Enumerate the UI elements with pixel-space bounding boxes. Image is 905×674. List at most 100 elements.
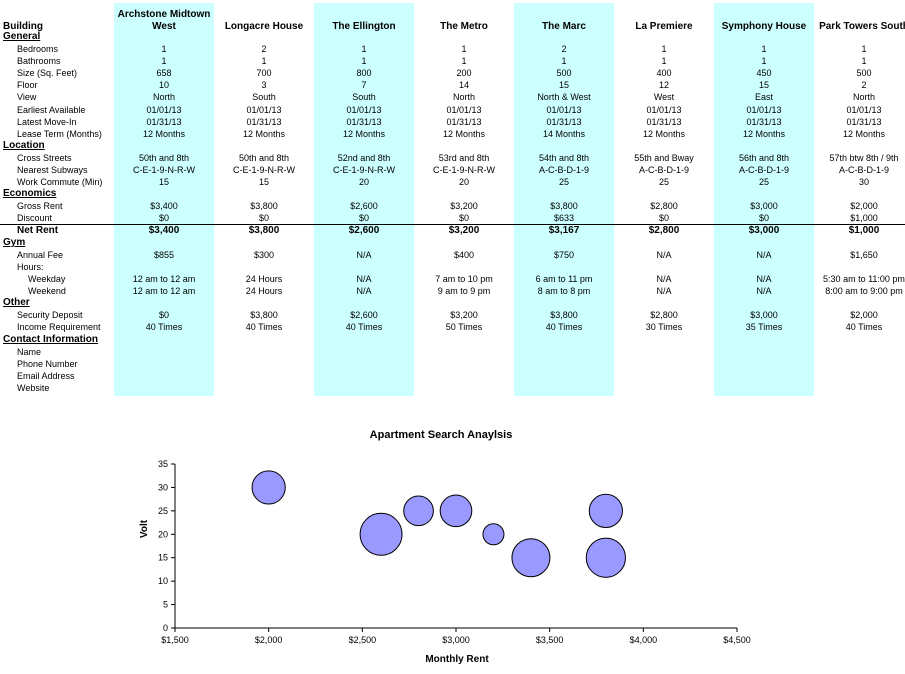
- table-cell: $0: [258, 213, 269, 223]
- table-cell: 24 Hours: [245, 274, 283, 284]
- table-cell: 12: [658, 80, 669, 90]
- table-cell: 9 am to 9 pm: [437, 286, 491, 296]
- table-cell: North: [152, 92, 175, 102]
- table-cell: $3,200: [448, 225, 480, 236]
- table-cell: 15: [558, 80, 569, 90]
- table-cell: 01/31/13: [546, 117, 582, 127]
- table-cell: East: [754, 92, 773, 102]
- table-cell: $400: [453, 250, 475, 260]
- table-cell: $0: [158, 310, 169, 320]
- row-website: Website: [0, 382, 905, 394]
- table-cell: 01/01/13: [146, 105, 182, 115]
- section-heading-contact-information: Contact Information: [0, 334, 905, 346]
- table-cell: 54th and 8th: [538, 153, 590, 163]
- table-cell: N/A: [656, 274, 672, 284]
- corner-label: Building: [3, 21, 43, 32]
- bubble-chart: Apartment Search Anaylsis Monthly Rent V…: [0, 400, 905, 669]
- row-label: Cross Streets: [17, 153, 72, 163]
- header-row: Building Archstone Midtown West Longacre H…: [0, 3, 905, 33]
- table-cell: 50 Times: [445, 322, 483, 332]
- y-tick-label: 35: [158, 459, 168, 469]
- table-cell: $3,800: [550, 201, 578, 211]
- row-work-commute-min: Work Commute (Min) 15 15 20 20 25 25 25 30: [0, 176, 905, 188]
- table-cell: West: [653, 92, 675, 102]
- table-cell: $3,000: [750, 201, 778, 211]
- row-lease-term-months: Lease Term (Months) 12 Months 12 Months 12 …: [0, 128, 905, 140]
- x-tick-label: $3,000: [442, 635, 470, 645]
- bubble-point: [403, 495, 434, 527]
- table-cell: 12 Months: [642, 129, 686, 139]
- table-cell: A-C-B-D-1-9: [838, 165, 889, 175]
- table-cell: 1: [561, 56, 567, 66]
- table-cell: C-E-1-9-N-R-W: [433, 165, 495, 175]
- table-cell: 01/01/13: [346, 105, 382, 115]
- y-tick-label: 25: [158, 506, 168, 516]
- row-label: Contact Information: [3, 334, 98, 345]
- table-cell: 3: [261, 80, 267, 90]
- building-header: Longacre House: [224, 21, 304, 32]
- table-cell: 40 Times: [845, 322, 883, 332]
- table-cell: $855: [153, 250, 175, 260]
- table-cell: 15: [258, 177, 269, 187]
- table-cell: $2,600: [350, 201, 378, 211]
- table-cell: $1,000: [850, 213, 878, 223]
- table-cell: 1: [661, 56, 667, 66]
- table-cell: 50th and 8th: [238, 153, 290, 163]
- table-cell: $0: [158, 213, 169, 223]
- table-cell: 40 Times: [345, 322, 383, 332]
- table-cell: 14: [458, 80, 469, 90]
- section-heading-location: Location: [0, 140, 905, 152]
- chart-title: Apartment Search Anaylsis: [370, 429, 513, 441]
- table-cell: 7 am to 10 pm: [435, 274, 493, 284]
- y-tick-label: 5: [163, 600, 168, 610]
- table-cell: A-C-B-D-1-9: [538, 165, 589, 175]
- row-label: Other: [3, 297, 30, 308]
- table-cell: $0: [358, 213, 369, 223]
- table-cell: 1: [361, 44, 367, 54]
- section-heading-gym: Gym: [0, 237, 905, 249]
- row-hours: Hours:: [0, 261, 905, 273]
- table-cell: $3,800: [250, 201, 278, 211]
- table-cell: 12 Months: [442, 129, 486, 139]
- table-cell: 30: [858, 177, 869, 187]
- table-cell: N/A: [656, 250, 672, 260]
- row-label: Location: [3, 140, 45, 151]
- row-label: Hours:: [17, 262, 44, 272]
- table-cell: $300: [253, 250, 275, 260]
- table-cell: $3,200: [450, 201, 478, 211]
- table-cell: 01/31/13: [146, 117, 182, 127]
- table-cell: $1,000: [848, 225, 880, 236]
- row-label: Phone Number: [17, 359, 78, 369]
- table-cell: 5:30 am to 11:00 pm: [823, 274, 905, 284]
- row-latest-move-in: Latest Move-In 01/31/13 01/31/13 01/31/13 01…: [0, 116, 905, 128]
- table-cell: 7: [361, 80, 367, 90]
- row-label: General: [3, 31, 41, 42]
- table-cell: 52nd and 8th: [337, 153, 391, 163]
- table-cell: 01/01/13: [746, 105, 782, 115]
- table-cell: 01/31/13: [246, 117, 282, 127]
- table-cell: 1: [661, 44, 667, 54]
- table-cell: South: [352, 92, 376, 102]
- row-cross-streets: Cross Streets 50th and 8th 50th and 8th 52n…: [0, 152, 905, 164]
- column-highlight: [714, 3, 814, 396]
- row-label: Email Address: [17, 371, 75, 381]
- table-cell: 6 am to 11 pm: [535, 274, 593, 284]
- table-cell: 2: [561, 44, 567, 54]
- y-tick-label: 20: [158, 529, 168, 539]
- table-cell: 12 Months: [742, 129, 786, 139]
- row-label: Work Commute (Min): [17, 177, 103, 187]
- table-cell: 200: [456, 68, 472, 78]
- table-cell: 658: [156, 68, 172, 78]
- table-cell: 10: [158, 80, 169, 90]
- table-cell: $3,800: [248, 225, 280, 236]
- bubble-point: [439, 494, 473, 528]
- table-cell: 01/01/13: [546, 105, 582, 115]
- row-size-sq-feet: Size (Sq. Feet) 658 700 800 200 500 400 450 500: [0, 67, 905, 79]
- table-cell: 01/31/13: [746, 117, 782, 127]
- table-cell: 1: [361, 56, 367, 66]
- table-cell: 15: [758, 80, 769, 90]
- section-heading-other: Other: [0, 297, 905, 309]
- row-name: Name: [0, 346, 905, 358]
- table-cell: 35 Times: [745, 322, 783, 332]
- table-cell: $2,800: [648, 225, 680, 236]
